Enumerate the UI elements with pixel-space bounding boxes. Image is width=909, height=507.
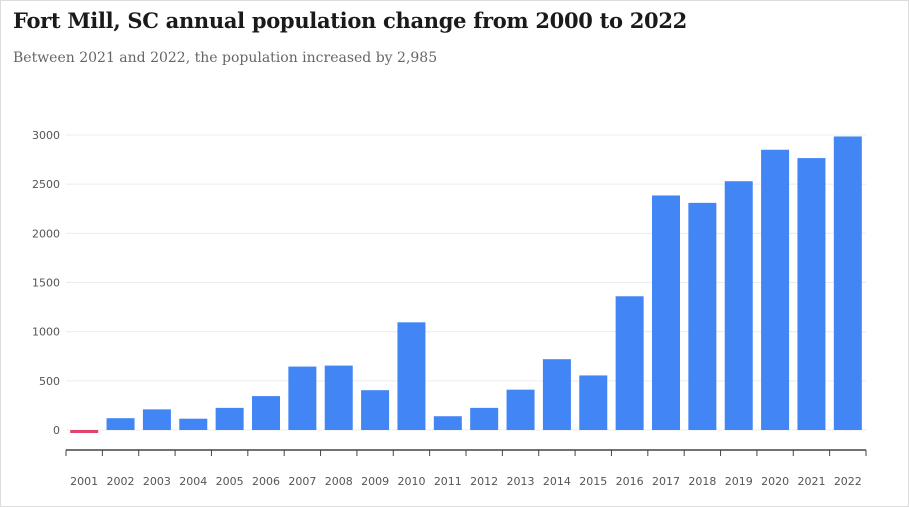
bar <box>761 149 790 430</box>
bar <box>106 418 135 430</box>
bar <box>542 359 571 430</box>
y-tick-label: 2000 <box>32 227 60 240</box>
bars <box>70 136 862 433</box>
x-axis <box>65 449 867 456</box>
y-axis-ticks: 0 500 1000 1500 2000 2500 3000 <box>32 129 60 437</box>
x-tick-label: 2018 <box>688 475 716 488</box>
bar <box>70 430 99 433</box>
bar <box>506 389 535 430</box>
bar <box>179 418 208 430</box>
x-tick-label: 2017 <box>652 475 680 488</box>
x-tick-label: 2010 <box>397 475 425 488</box>
x-tick-label: 2002 <box>107 475 135 488</box>
x-tick-label: 2013 <box>507 475 535 488</box>
y-tick-label: 1000 <box>32 326 60 339</box>
x-tick-label: 2001 <box>70 475 98 488</box>
y-tick-label: 2500 <box>32 178 60 191</box>
bar <box>470 407 499 430</box>
x-tick-label: 2003 <box>143 475 171 488</box>
bar <box>215 407 244 430</box>
bar <box>324 365 353 430</box>
bar <box>688 202 717 430</box>
x-axis-ticks: 2001 2002 2003 2004 2005 2006 2007 2008 2009 2010… <box>70 475 862 488</box>
x-tick-label: 2020 <box>761 475 789 488</box>
y-tick-label: 0 <box>53 424 60 437</box>
x-tick-label: 2019 <box>725 475 753 488</box>
y-tick-label: 500 <box>39 375 60 388</box>
bar <box>361 390 390 430</box>
bar <box>433 416 462 430</box>
x-tick-label: 2012 <box>470 475 498 488</box>
x-tick-label: 2015 <box>579 475 607 488</box>
bar <box>615 296 644 430</box>
bar <box>288 366 317 430</box>
y-tick-label: 3000 <box>32 129 60 142</box>
x-tick-label: 2022 <box>834 475 862 488</box>
bar <box>833 136 862 430</box>
x-tick-label: 2006 <box>252 475 280 488</box>
x-tick-label: 2011 <box>434 475 462 488</box>
x-tick-label: 2004 <box>179 475 207 488</box>
x-tick-label: 2016 <box>616 475 644 488</box>
bar <box>252 396 280 430</box>
y-tick-label: 1500 <box>32 277 60 290</box>
bar <box>724 181 753 430</box>
bar <box>579 375 608 430</box>
x-tick-label: 2014 <box>543 475 571 488</box>
bar <box>652 195 680 430</box>
bar <box>797 158 826 430</box>
x-tick-label: 2005 <box>216 475 244 488</box>
x-tick-label: 2008 <box>325 475 353 488</box>
bar <box>142 409 171 430</box>
bar <box>397 322 426 430</box>
x-tick-label: 2009 <box>361 475 389 488</box>
x-tick-label: 2021 <box>797 475 825 488</box>
x-tick-label: 2007 <box>288 475 316 488</box>
chart-title: Fort Mill, SC annual population change f… <box>13 8 687 33</box>
chart-subtitle: Between 2021 and 2022, the population in… <box>13 50 438 66</box>
